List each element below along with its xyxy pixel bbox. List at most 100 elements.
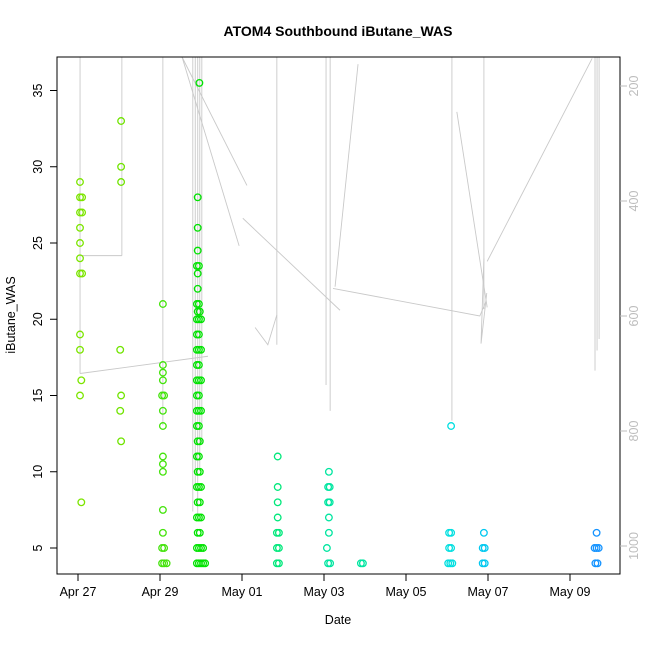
pressure-trace-segment — [334, 64, 359, 287]
data-point — [480, 544, 489, 552]
data-point — [197, 406, 205, 415]
data-point — [78, 193, 87, 202]
x-axis: Apr 27 Apr 29 May 01 May 03 May 05 May 07 May … — [60, 574, 591, 599]
y-left-tick-label: 5 — [31, 544, 45, 551]
pressure-trace-segment — [332, 287, 487, 317]
data-point — [195, 437, 204, 446]
data-point — [160, 391, 169, 400]
y-left-tick-label: 20 — [31, 312, 45, 326]
data-point — [197, 345, 205, 354]
x-tick-label: May 09 — [550, 585, 591, 599]
data-point — [593, 559, 602, 568]
pressure-trace-segment — [456, 111, 488, 308]
data-point — [448, 559, 457, 568]
pressure-trace-segment — [480, 258, 488, 344]
data-point — [447, 422, 456, 430]
data-point — [274, 559, 283, 568]
y-left-tick-label: 25 — [31, 236, 45, 250]
pressure-trace-segment — [79, 355, 209, 374]
x-tick-label: May 07 — [468, 585, 509, 599]
y-axis-title: iButane_WAS — [4, 276, 18, 353]
pressure-trace-segment — [181, 57, 248, 186]
data-point — [77, 498, 86, 507]
y-left-tick-label: 10 — [31, 465, 45, 479]
pressure-trace-segment — [181, 57, 240, 246]
data-point — [195, 307, 204, 316]
y-axis-left: 5 10 15 20 25 30 35 — [31, 84, 57, 551]
data-point — [324, 467, 333, 476]
data-point — [117, 117, 126, 125]
data-point — [117, 391, 126, 400]
pressure-trace-lines — [79, 57, 600, 518]
x-axis-title: Date — [325, 613, 351, 627]
data-point — [273, 483, 282, 491]
y-right-tick-label: 600 — [627, 306, 641, 327]
data-point — [193, 193, 202, 202]
x-tick-label: May 03 — [304, 585, 345, 599]
x-tick-label: May 05 — [386, 585, 427, 599]
x-tick-label: Apr 29 — [142, 585, 179, 599]
data-point — [201, 559, 210, 568]
data-point — [324, 513, 333, 522]
data-point — [158, 406, 167, 415]
data-point — [117, 162, 126, 171]
pressure-trace-segment — [254, 314, 278, 346]
y-right-tick-label: 1000 — [627, 532, 641, 560]
data-point — [274, 528, 283, 537]
data-point — [194, 330, 203, 339]
data-point — [194, 391, 203, 400]
data-point — [158, 422, 167, 430]
data-point — [447, 528, 456, 537]
data-point — [273, 513, 282, 522]
data-point — [78, 269, 87, 278]
data-point — [480, 559, 489, 568]
data-point — [325, 498, 334, 507]
data-point — [193, 223, 202, 232]
data-point — [195, 78, 204, 87]
data-point — [274, 544, 283, 552]
data-point — [76, 391, 84, 400]
pressure-trace-segment — [486, 58, 593, 262]
data-point — [197, 513, 205, 522]
y-left-tick-label: 35 — [31, 84, 45, 98]
data-point — [158, 368, 167, 377]
pressure-trace-segment — [242, 217, 341, 311]
data-point — [195, 498, 204, 507]
x-tick-label: May 01 — [222, 585, 263, 599]
data-point — [76, 178, 84, 186]
data-point — [160, 544, 169, 552]
data-point — [594, 544, 603, 552]
y-left-tick-label: 30 — [31, 160, 45, 174]
data-point — [199, 544, 208, 552]
data-point — [158, 528, 167, 537]
data-point — [325, 483, 334, 491]
data-point — [158, 300, 167, 308]
y-axis-right: 200 400 600 800 1000 — [620, 76, 641, 560]
data-point — [326, 559, 335, 568]
data-point — [194, 422, 203, 430]
data-point — [76, 223, 84, 232]
data-point — [193, 284, 202, 293]
data-point — [158, 467, 167, 476]
data-point — [116, 345, 125, 354]
data-point — [358, 559, 367, 568]
data-point — [273, 452, 282, 461]
data-point — [158, 452, 167, 461]
data-point — [194, 361, 203, 369]
data-point — [160, 559, 169, 568]
data-point — [324, 528, 333, 537]
data-point — [197, 315, 205, 324]
data-point — [194, 261, 203, 270]
data-point — [195, 528, 204, 537]
data-point — [158, 361, 167, 369]
data-point — [76, 254, 84, 263]
chart-title: ATOM4 Southbound iButane_WAS — [224, 23, 453, 39]
x-tick-label: Apr 27 — [60, 585, 97, 599]
data-point — [78, 208, 87, 217]
data-point — [116, 406, 125, 415]
data-point — [76, 345, 84, 354]
data-point — [158, 505, 167, 514]
plot-box-border — [56, 56, 621, 575]
